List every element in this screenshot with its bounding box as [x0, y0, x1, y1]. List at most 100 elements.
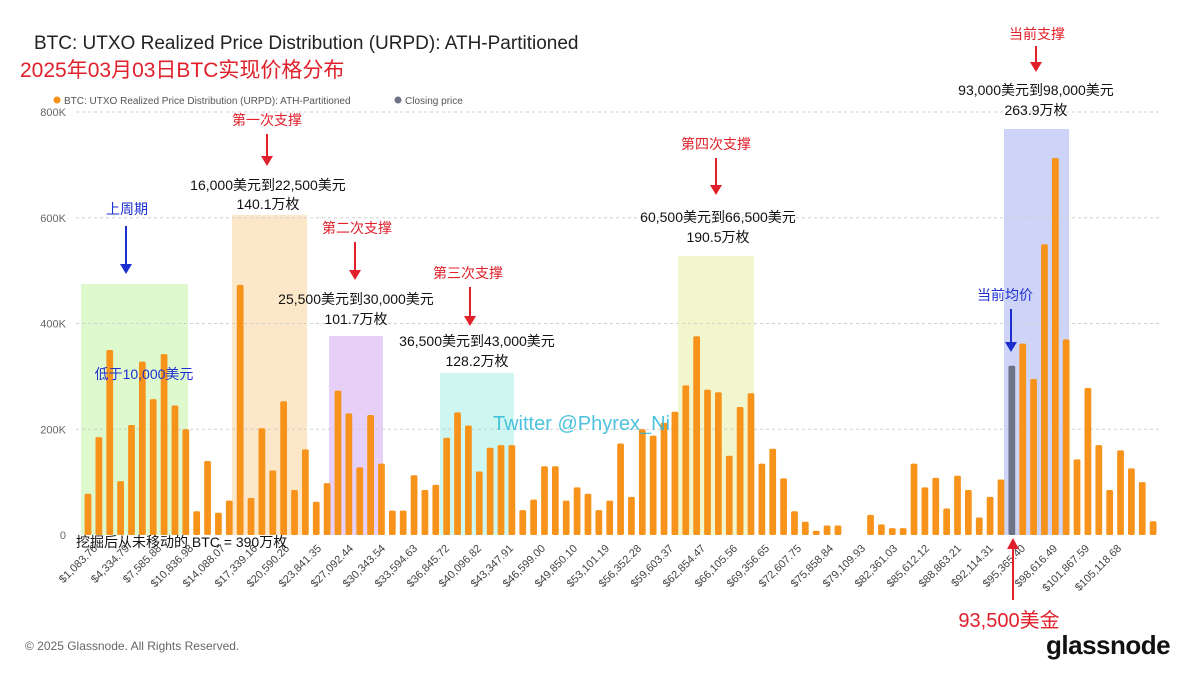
- bar: [628, 496, 635, 535]
- bar: [291, 490, 298, 535]
- label-current-support-title: 当前支撑: [1009, 26, 1065, 42]
- label-unmoved-btc: 挖掘后从未移动的 BTC = 390万枚: [76, 534, 287, 550]
- bar: [95, 437, 103, 535]
- bar: [236, 284, 244, 535]
- bar: [1030, 379, 1037, 535]
- arrowhead-previous-cycle: [120, 264, 132, 274]
- arrowhead-support4: [710, 185, 722, 195]
- bar: [791, 511, 798, 535]
- y-tick-label: 0: [60, 530, 66, 542]
- bar: [193, 511, 201, 535]
- bar: [182, 429, 190, 535]
- bar: [356, 467, 364, 535]
- bar: [562, 500, 570, 535]
- legend-bar-swatch: [53, 96, 61, 104]
- bar: [595, 510, 603, 535]
- bar: [943, 508, 950, 535]
- bar: [964, 490, 972, 535]
- bar: [758, 463, 766, 535]
- bar: [378, 463, 385, 535]
- bar: [486, 447, 494, 535]
- bar: [410, 475, 418, 535]
- legend-closing-label: Closing price: [405, 96, 463, 107]
- bar: [725, 455, 733, 535]
- legend-bar-label: BTC: UTXO Realized Price Distribution (U…: [64, 96, 351, 107]
- bar: [334, 390, 342, 535]
- arrowhead-support1: [261, 156, 273, 166]
- bar: [269, 470, 277, 535]
- bar: [215, 512, 222, 535]
- bars: [84, 158, 1157, 536]
- bar: [747, 393, 755, 535]
- bar: [867, 514, 874, 535]
- bar: [1117, 450, 1124, 535]
- bar: [769, 448, 777, 535]
- bar: [736, 407, 744, 535]
- bar: [367, 414, 374, 535]
- bar: [551, 466, 559, 535]
- chart-title: BTC: UTXO Realized Price Distribution (U…: [34, 33, 578, 54]
- label-current-support-amount: 263.9万枚: [1004, 102, 1067, 118]
- label-support2-title: 第二次支撑: [322, 220, 392, 236]
- x-axis: $1,083.76$4,334.79$7,585.88$10,836.98$14…: [57, 543, 1124, 595]
- bar: [497, 445, 505, 535]
- bar: [1019, 343, 1027, 535]
- label-support1-title: 第一次支撑: [232, 112, 302, 128]
- bar: [671, 411, 679, 535]
- label-current-avg: 当前均价: [977, 287, 1033, 303]
- bar: [660, 422, 668, 535]
- label-support4-amount: 190.5万枚: [686, 229, 749, 245]
- bar: [834, 525, 842, 535]
- bar: [801, 521, 809, 535]
- arrowhead-support3: [464, 316, 476, 326]
- bar: [312, 501, 320, 535]
- legend-closing-swatch: [394, 96, 402, 104]
- label-support3-title: 第三次支撑: [433, 265, 503, 281]
- bar: [932, 477, 940, 535]
- bar: [812, 530, 820, 535]
- bar: [421, 490, 429, 535]
- bar: [323, 483, 331, 535]
- bar: [432, 484, 440, 535]
- bar: [823, 525, 831, 535]
- bar: [780, 478, 787, 535]
- bar: [204, 460, 211, 535]
- bar: [1106, 490, 1114, 535]
- bar: [519, 510, 527, 535]
- annotations: 上周期 低于10,000美元 第一次支撑 16,000美元到22,500美元 1…: [76, 26, 1114, 632]
- bar: [1084, 388, 1092, 535]
- bar: [1149, 521, 1157, 535]
- copyright: © 2025 Glassnode. All Rights Reserved.: [25, 639, 239, 653]
- label-support2-amount: 101.7万枚: [324, 311, 387, 327]
- bar: [258, 428, 266, 535]
- label-support4-title: 第四次支撑: [681, 136, 751, 152]
- label-support2-range: 25,500美元到30,000美元: [278, 291, 434, 307]
- bar: [465, 425, 472, 535]
- bar: [649, 435, 657, 535]
- subtitle-cn: 2025年03月03日BTC实现价格分布: [20, 59, 344, 82]
- arrowhead-support2: [349, 270, 361, 280]
- y-axis: 0 200K 400K 600K 800K: [40, 107, 66, 542]
- label-support3-amount: 128.2万枚: [445, 353, 508, 369]
- brand-logo: glassnode: [1046, 630, 1170, 660]
- bar: [541, 466, 548, 535]
- bar: [584, 493, 592, 535]
- bar: [280, 401, 288, 535]
- label-current-support-range: 93,000美元到98,000美元: [958, 82, 1114, 98]
- bar: [888, 528, 896, 535]
- bar: [921, 487, 929, 535]
- bar: [997, 479, 1005, 535]
- label-below-10k: 低于10,000美元: [95, 366, 194, 382]
- bar: [975, 517, 983, 535]
- bar: [910, 463, 918, 535]
- bar: [573, 487, 581, 535]
- y-tick-label: 600K: [40, 213, 66, 225]
- label-previous-cycle: 上周期: [106, 201, 148, 217]
- bar: [508, 445, 516, 535]
- watermark: Twitter @Phyrex_Ni: [493, 413, 670, 435]
- label-93500: 93,500美金: [958, 609, 1059, 632]
- bar: [171, 405, 179, 535]
- label-support1-range: 16,000美元到22,500美元: [190, 177, 346, 193]
- bar: [149, 399, 157, 535]
